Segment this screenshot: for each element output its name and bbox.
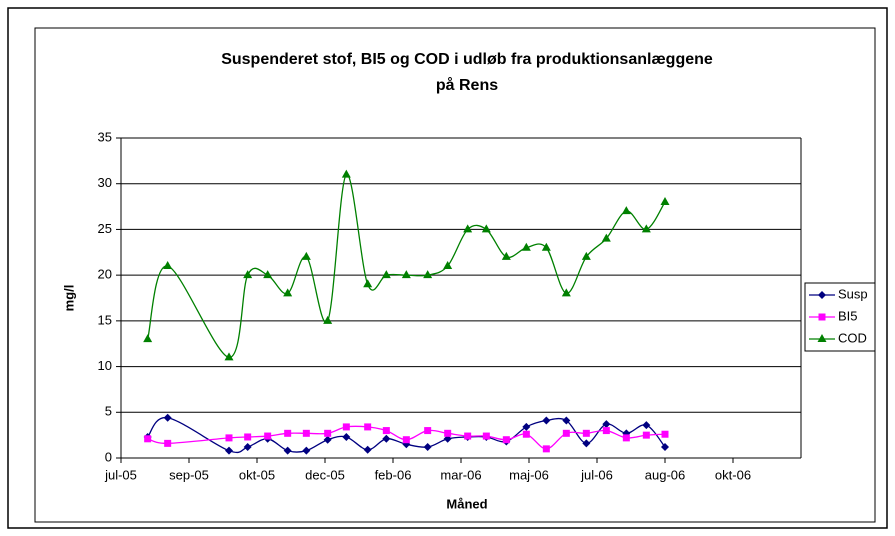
y-tick-label: 35 bbox=[98, 129, 112, 144]
marker bbox=[601, 233, 611, 242]
legend-marker bbox=[817, 334, 827, 342]
marker bbox=[541, 242, 551, 251]
marker bbox=[661, 443, 669, 452]
x-axis-title: Måned bbox=[446, 496, 487, 511]
y-axis-title: mg/l bbox=[61, 285, 76, 312]
marker bbox=[602, 427, 610, 435]
marker bbox=[562, 416, 571, 425]
marker bbox=[224, 352, 234, 361]
y-tick-label: 15 bbox=[98, 312, 112, 327]
marker bbox=[542, 416, 551, 425]
marker bbox=[264, 432, 272, 440]
marker bbox=[582, 429, 590, 437]
marker bbox=[363, 445, 372, 454]
y-tick-label: 25 bbox=[98, 221, 112, 236]
legend-label: Susp bbox=[838, 286, 868, 301]
marker bbox=[423, 270, 433, 279]
marker bbox=[522, 422, 531, 431]
marker bbox=[661, 430, 669, 438]
y-tick-label: 5 bbox=[105, 404, 112, 419]
marker bbox=[164, 439, 172, 447]
marker bbox=[144, 435, 152, 443]
marker bbox=[342, 423, 350, 431]
marker bbox=[521, 242, 531, 251]
marker bbox=[561, 288, 571, 297]
marker bbox=[463, 224, 473, 233]
marker bbox=[243, 443, 252, 452]
marker bbox=[443, 261, 453, 269]
marker bbox=[501, 251, 511, 260]
x-tick-label: dec-05 bbox=[305, 467, 345, 482]
x-tick-label: mar-06 bbox=[440, 467, 481, 482]
marker bbox=[301, 251, 311, 260]
marker bbox=[302, 429, 310, 437]
legend-label: BI5 bbox=[838, 308, 858, 323]
x-tick-label: aug-06 bbox=[645, 467, 685, 482]
marker bbox=[621, 206, 631, 215]
marker bbox=[324, 429, 332, 437]
marker bbox=[163, 261, 173, 269]
marker bbox=[482, 432, 490, 440]
chart-title: Suspenderet stof, BI5 og COD i udløb fra… bbox=[221, 51, 713, 68]
marker bbox=[424, 427, 432, 435]
marker bbox=[542, 445, 550, 453]
marker bbox=[323, 315, 333, 324]
y-tick-label: 20 bbox=[98, 267, 112, 282]
marker bbox=[283, 288, 293, 297]
marker bbox=[381, 270, 391, 279]
marker bbox=[342, 432, 351, 441]
x-tick-label: maj-06 bbox=[509, 467, 549, 482]
marker bbox=[642, 421, 651, 430]
marker bbox=[562, 429, 570, 437]
marker bbox=[323, 435, 332, 444]
marker bbox=[225, 434, 233, 442]
marker bbox=[363, 279, 373, 288]
marker bbox=[502, 436, 510, 444]
marker bbox=[244, 433, 252, 441]
marker bbox=[444, 429, 452, 437]
marker bbox=[341, 169, 351, 178]
legend-label: COD bbox=[838, 330, 867, 345]
marker bbox=[582, 439, 591, 448]
marker bbox=[382, 427, 390, 435]
marker bbox=[423, 443, 432, 452]
marker bbox=[581, 251, 591, 260]
marker bbox=[622, 434, 630, 442]
marker bbox=[143, 334, 153, 343]
marker bbox=[641, 224, 651, 233]
marker bbox=[263, 270, 273, 279]
legend-marker bbox=[818, 313, 826, 321]
x-tick-label: jul-06 bbox=[580, 467, 613, 482]
marker bbox=[284, 429, 292, 437]
legend-marker bbox=[818, 291, 826, 299]
y-tick-label: 10 bbox=[98, 358, 112, 373]
marker bbox=[522, 430, 530, 438]
marker bbox=[642, 431, 650, 439]
x-tick-label: sep-05 bbox=[169, 467, 209, 482]
x-tick-label: okt-06 bbox=[715, 467, 751, 482]
marker bbox=[225, 446, 233, 455]
x-tick-label: okt-05 bbox=[239, 467, 275, 482]
y-tick-label: 0 bbox=[105, 449, 112, 464]
marker bbox=[283, 446, 292, 455]
marker bbox=[602, 420, 611, 429]
marker bbox=[464, 432, 472, 440]
marker bbox=[402, 436, 410, 444]
y-tick-label: 30 bbox=[98, 175, 112, 190]
marker bbox=[660, 197, 670, 205]
x-tick-label: feb-06 bbox=[375, 467, 412, 482]
marker bbox=[243, 270, 253, 279]
chart-title: på Rens bbox=[436, 76, 498, 94]
marker bbox=[364, 423, 372, 431]
marker bbox=[163, 413, 172, 422]
marker bbox=[382, 434, 391, 443]
x-tick-label: jul-05 bbox=[104, 467, 137, 482]
marker bbox=[302, 446, 311, 455]
marker bbox=[401, 270, 411, 279]
marker bbox=[481, 224, 491, 233]
